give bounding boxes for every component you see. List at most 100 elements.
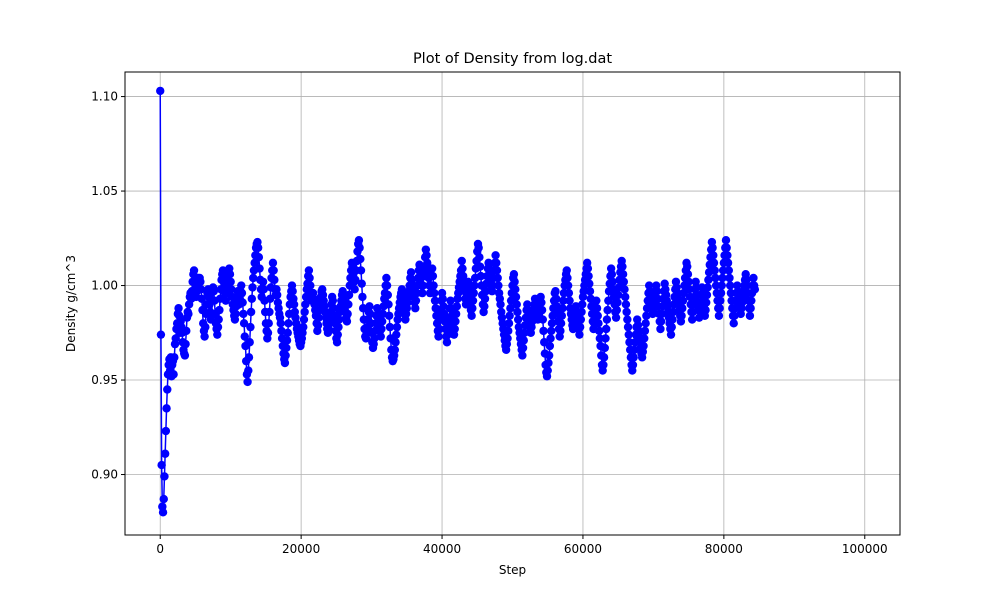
density-point bbox=[213, 322, 223, 332]
density-point bbox=[255, 264, 264, 273]
density-point bbox=[434, 332, 443, 341]
density-point bbox=[259, 285, 268, 294]
density-point bbox=[435, 324, 444, 334]
density-point bbox=[639, 341, 648, 351]
density-point bbox=[709, 251, 718, 260]
density-point bbox=[701, 305, 710, 315]
density-point bbox=[656, 324, 665, 334]
density-point bbox=[418, 281, 428, 290]
density-point bbox=[702, 290, 712, 300]
density-point bbox=[539, 326, 548, 336]
density-point bbox=[370, 334, 379, 343]
density-point bbox=[612, 305, 621, 315]
density-point bbox=[243, 377, 252, 387]
density-point bbox=[511, 285, 520, 294]
density-point bbox=[556, 326, 565, 336]
density-point bbox=[564, 288, 574, 298]
x-tick-label: 40000 bbox=[423, 542, 461, 556]
density-point bbox=[629, 353, 638, 362]
density-point bbox=[237, 281, 246, 290]
density-point bbox=[592, 304, 602, 313]
density-point bbox=[450, 324, 459, 334]
density-point bbox=[169, 370, 178, 379]
density-point bbox=[545, 341, 555, 351]
density-point bbox=[189, 266, 199, 275]
density-point bbox=[314, 313, 323, 322]
density-point bbox=[161, 426, 171, 436]
density-point bbox=[246, 322, 255, 332]
density-point bbox=[666, 330, 676, 339]
density-point bbox=[708, 243, 717, 252]
density-point bbox=[667, 322, 676, 332]
density-point bbox=[213, 330, 222, 339]
density-point bbox=[221, 296, 230, 305]
density-point bbox=[333, 330, 342, 339]
density-point bbox=[492, 258, 501, 268]
density-point bbox=[344, 290, 354, 300]
density-point bbox=[365, 302, 374, 311]
density-point bbox=[557, 311, 567, 320]
density-point bbox=[457, 256, 466, 266]
density-point bbox=[351, 275, 360, 285]
density-point bbox=[722, 243, 731, 252]
density-point bbox=[745, 311, 755, 320]
density-point bbox=[382, 273, 391, 283]
density-point bbox=[575, 330, 584, 339]
density-point bbox=[623, 322, 633, 332]
density-point bbox=[170, 353, 179, 362]
density-point bbox=[181, 339, 190, 349]
tick-layer: 0 20000 40000 60000 80000 100000 0.90 0.95 1.00 1… bbox=[91, 90, 887, 556]
density-point bbox=[390, 345, 400, 354]
density-point bbox=[558, 304, 567, 313]
density-point bbox=[247, 294, 257, 303]
density-point bbox=[180, 351, 190, 360]
density-point bbox=[475, 262, 485, 271]
density-point bbox=[563, 281, 573, 290]
density-point bbox=[677, 311, 686, 320]
density-point bbox=[476, 271, 485, 281]
density-point bbox=[747, 296, 756, 305]
density-point bbox=[512, 300, 521, 309]
density-point bbox=[547, 326, 556, 336]
density-point bbox=[249, 273, 258, 283]
density-point bbox=[357, 279, 366, 288]
density-point bbox=[214, 315, 223, 324]
density-point bbox=[429, 281, 438, 290]
density-point bbox=[714, 311, 724, 320]
density-point bbox=[480, 294, 490, 303]
density-point bbox=[510, 277, 519, 286]
density-point bbox=[156, 86, 165, 96]
density-point bbox=[329, 304, 338, 313]
density-point bbox=[469, 288, 478, 298]
density-point bbox=[227, 285, 236, 294]
density-point bbox=[556, 319, 566, 328]
density-point bbox=[717, 281, 726, 290]
density-point bbox=[721, 235, 731, 245]
density-point bbox=[613, 290, 623, 300]
density-point bbox=[678, 296, 688, 305]
density-point bbox=[584, 271, 593, 281]
density-point bbox=[563, 273, 572, 283]
density-point bbox=[197, 294, 206, 303]
density-point bbox=[468, 304, 477, 313]
density-point bbox=[288, 287, 297, 296]
density-point bbox=[299, 315, 309, 324]
data-layer bbox=[156, 86, 760, 517]
density-point bbox=[428, 271, 438, 281]
density-point bbox=[458, 271, 468, 281]
density-point bbox=[418, 288, 427, 298]
density-point bbox=[640, 326, 650, 336]
density-point bbox=[430, 288, 439, 298]
density-point bbox=[355, 243, 364, 252]
density-point bbox=[392, 322, 402, 332]
y-tick-label: 1.05 bbox=[91, 184, 118, 198]
x-tick-label: 80000 bbox=[705, 542, 743, 556]
density-point bbox=[422, 251, 431, 260]
density-point bbox=[300, 307, 309, 317]
density-point bbox=[509, 270, 519, 279]
density-point bbox=[182, 326, 191, 336]
density-point bbox=[716, 296, 725, 305]
density-point bbox=[270, 275, 279, 285]
density-point bbox=[474, 243, 483, 252]
density-point bbox=[237, 288, 247, 298]
